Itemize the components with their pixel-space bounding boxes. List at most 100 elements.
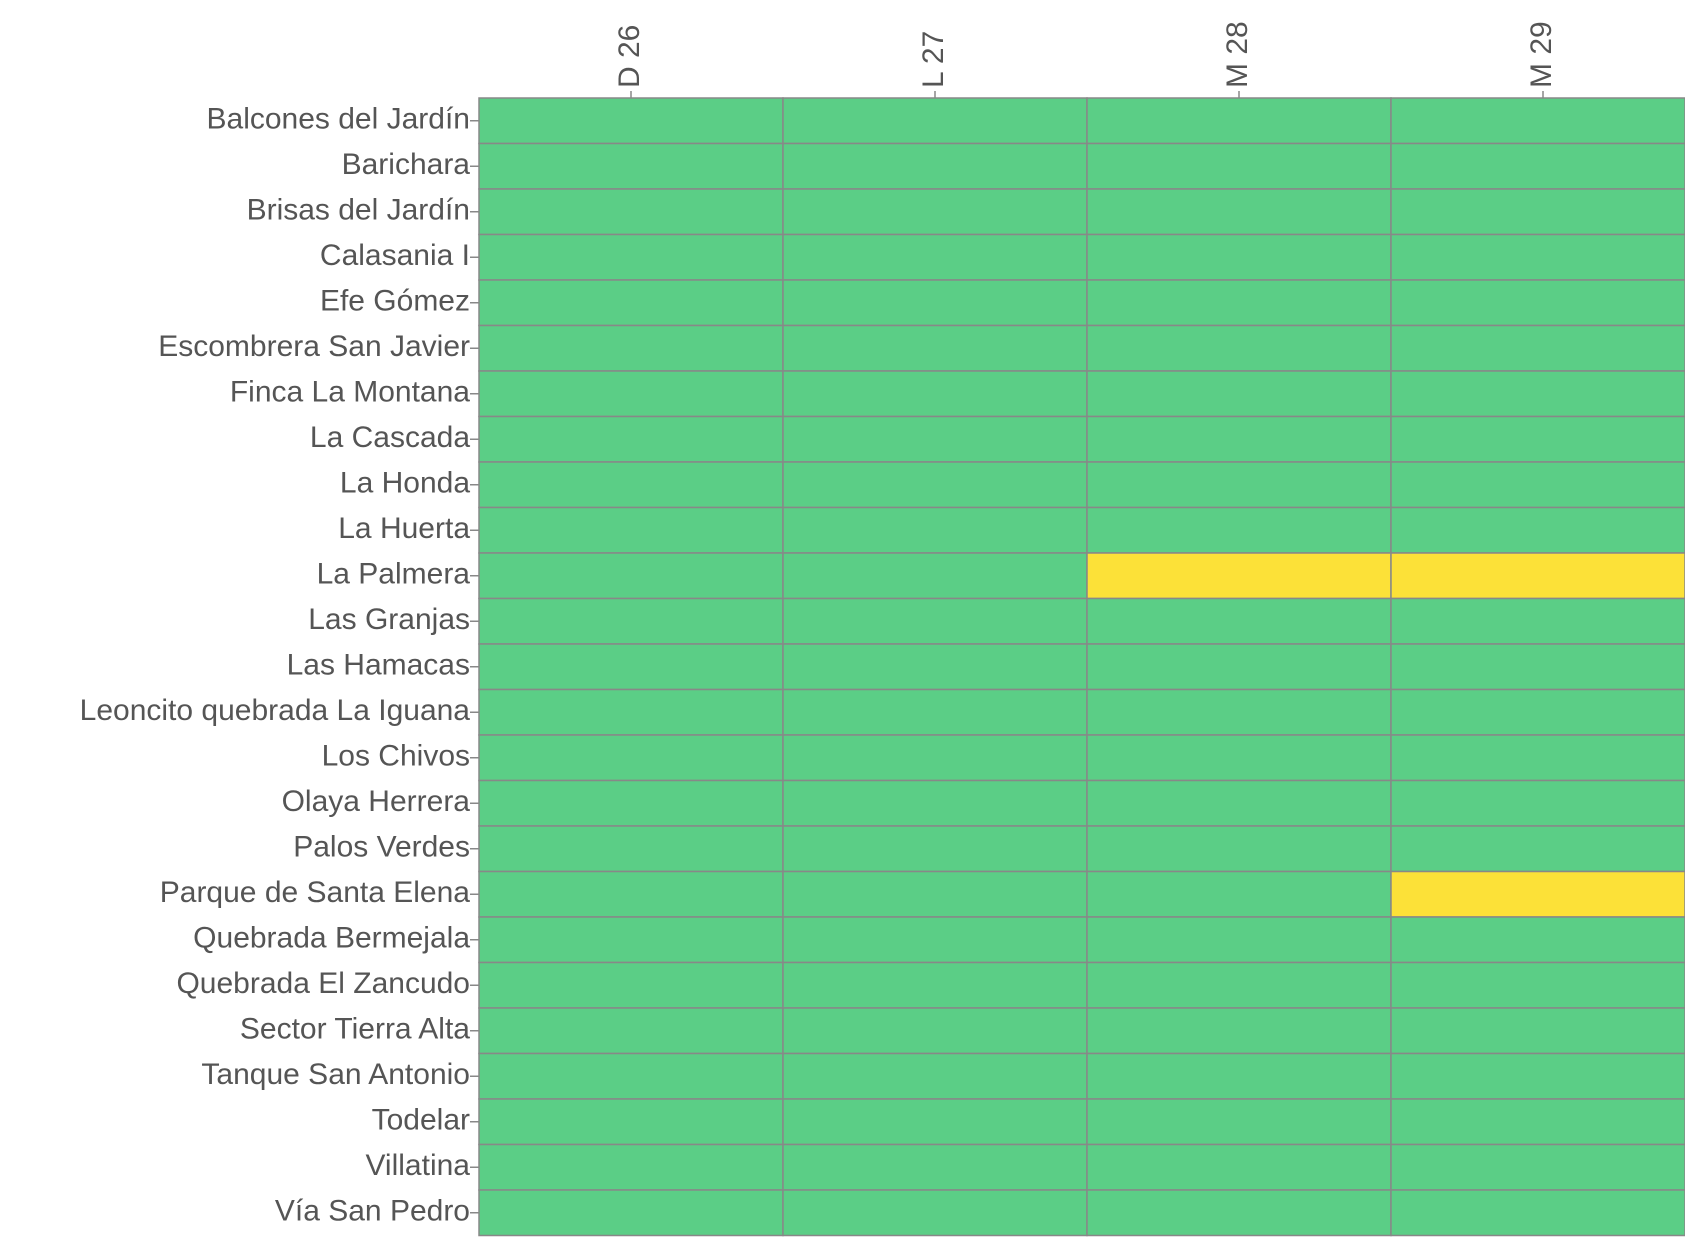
cell: [782, 142, 1088, 190]
cell: [782, 461, 1088, 509]
cell: [478, 870, 784, 918]
cell: [1390, 825, 1685, 873]
cell: [1086, 279, 1392, 327]
cell: [478, 415, 784, 463]
cell: [1086, 461, 1392, 509]
cell: [1390, 415, 1685, 463]
cell: [1390, 1098, 1685, 1146]
cell: [782, 97, 1088, 145]
cell: [782, 370, 1088, 418]
y-tick-label: Escombrera San Javier: [158, 330, 470, 363]
x-tick-label: L 27: [917, 31, 950, 88]
cell: [1086, 188, 1392, 236]
cell: [478, 688, 784, 736]
x-tick-label: M 28: [1221, 21, 1254, 88]
cell: [782, 597, 1088, 645]
cell: [1390, 734, 1685, 782]
x-tick-label: M 29: [1525, 21, 1558, 88]
cell: [1086, 779, 1392, 827]
cell: [1390, 643, 1685, 691]
cell: [1086, 324, 1392, 372]
cell: [782, 961, 1088, 1009]
cell: [1390, 142, 1685, 190]
y-tick-label: Vía San Pedro: [275, 1195, 470, 1228]
cell: [1390, 870, 1685, 918]
cell: [1390, 324, 1685, 372]
cell: [1390, 279, 1685, 327]
cell: [478, 233, 784, 281]
cell: [478, 324, 784, 372]
y-tick-label: Parque de Santa Elena: [160, 876, 471, 909]
cell: [478, 643, 784, 691]
cell: [1086, 734, 1392, 782]
cell: [1390, 1143, 1685, 1191]
cell: [1086, 552, 1392, 600]
cell: [478, 916, 784, 964]
cell: [478, 1143, 784, 1191]
cell: [782, 506, 1088, 554]
cell: [782, 870, 1088, 918]
cell: [478, 97, 784, 145]
y-tick-label: Las Granjas: [308, 603, 470, 636]
cell: [1390, 1189, 1685, 1237]
cell: [1390, 233, 1685, 281]
cell: [1390, 552, 1685, 600]
cell: [1086, 506, 1392, 554]
y-tick-label: La Palmera: [317, 558, 471, 591]
cell: [782, 233, 1088, 281]
cell: [1390, 779, 1685, 827]
cell: [1390, 1007, 1685, 1055]
cell: [478, 1098, 784, 1146]
cell: [478, 279, 784, 327]
cell: [782, 552, 1088, 600]
y-tick-label: Quebrada El Zancudo: [176, 967, 470, 1000]
y-tick-label: Leoncito quebrada La Iguana: [80, 694, 471, 727]
y-tick-label: Calasania I: [320, 239, 470, 272]
cell: [1390, 961, 1685, 1009]
y-tick-label: Tanque San Antonio: [201, 1058, 470, 1091]
cell: [478, 597, 784, 645]
cell: [1390, 188, 1685, 236]
y-tick-label: Las Hamacas: [287, 649, 470, 682]
cell: [782, 643, 1088, 691]
y-tick-label: Olaya Herrera: [282, 785, 471, 818]
cell: [478, 1189, 784, 1237]
y-tick-label: Sector Tierra Alta: [240, 1013, 470, 1046]
cell: [1086, 142, 1392, 190]
cell: [1086, 870, 1392, 918]
cell: [782, 825, 1088, 873]
cell: [782, 688, 1088, 736]
cell: [1086, 1052, 1392, 1100]
cell: [1390, 506, 1685, 554]
cell: [1390, 461, 1685, 509]
cell: [1086, 597, 1392, 645]
cell: [478, 1052, 784, 1100]
y-tick-label: Todelar: [372, 1104, 470, 1137]
y-tick-label: Efe Gómez: [320, 285, 470, 318]
cell: [478, 461, 784, 509]
y-tick-label: Finca La Montana: [230, 376, 470, 409]
cell: [1086, 688, 1392, 736]
cell: [782, 1143, 1088, 1191]
cell: [782, 279, 1088, 327]
cell: [478, 779, 784, 827]
cell: [1086, 97, 1392, 145]
cell: [1086, 1143, 1392, 1191]
cell: [782, 1007, 1088, 1055]
y-tick-label: Los Chivos: [322, 740, 470, 773]
y-tick-label: Quebrada Bermejala: [193, 922, 470, 955]
cell: [1390, 97, 1685, 145]
cell: [1086, 825, 1392, 873]
cell: [782, 1189, 1088, 1237]
cell: [478, 961, 784, 1009]
y-tick-label: Palos Verdes: [293, 831, 470, 864]
cell: [1086, 1098, 1392, 1146]
cell: [782, 188, 1088, 236]
cell: [782, 1052, 1088, 1100]
y-tick-label: La Huerta: [338, 512, 470, 545]
cell: [1086, 1189, 1392, 1237]
cell: [782, 415, 1088, 463]
y-tick-label: Balcones del Jardín: [207, 103, 471, 136]
